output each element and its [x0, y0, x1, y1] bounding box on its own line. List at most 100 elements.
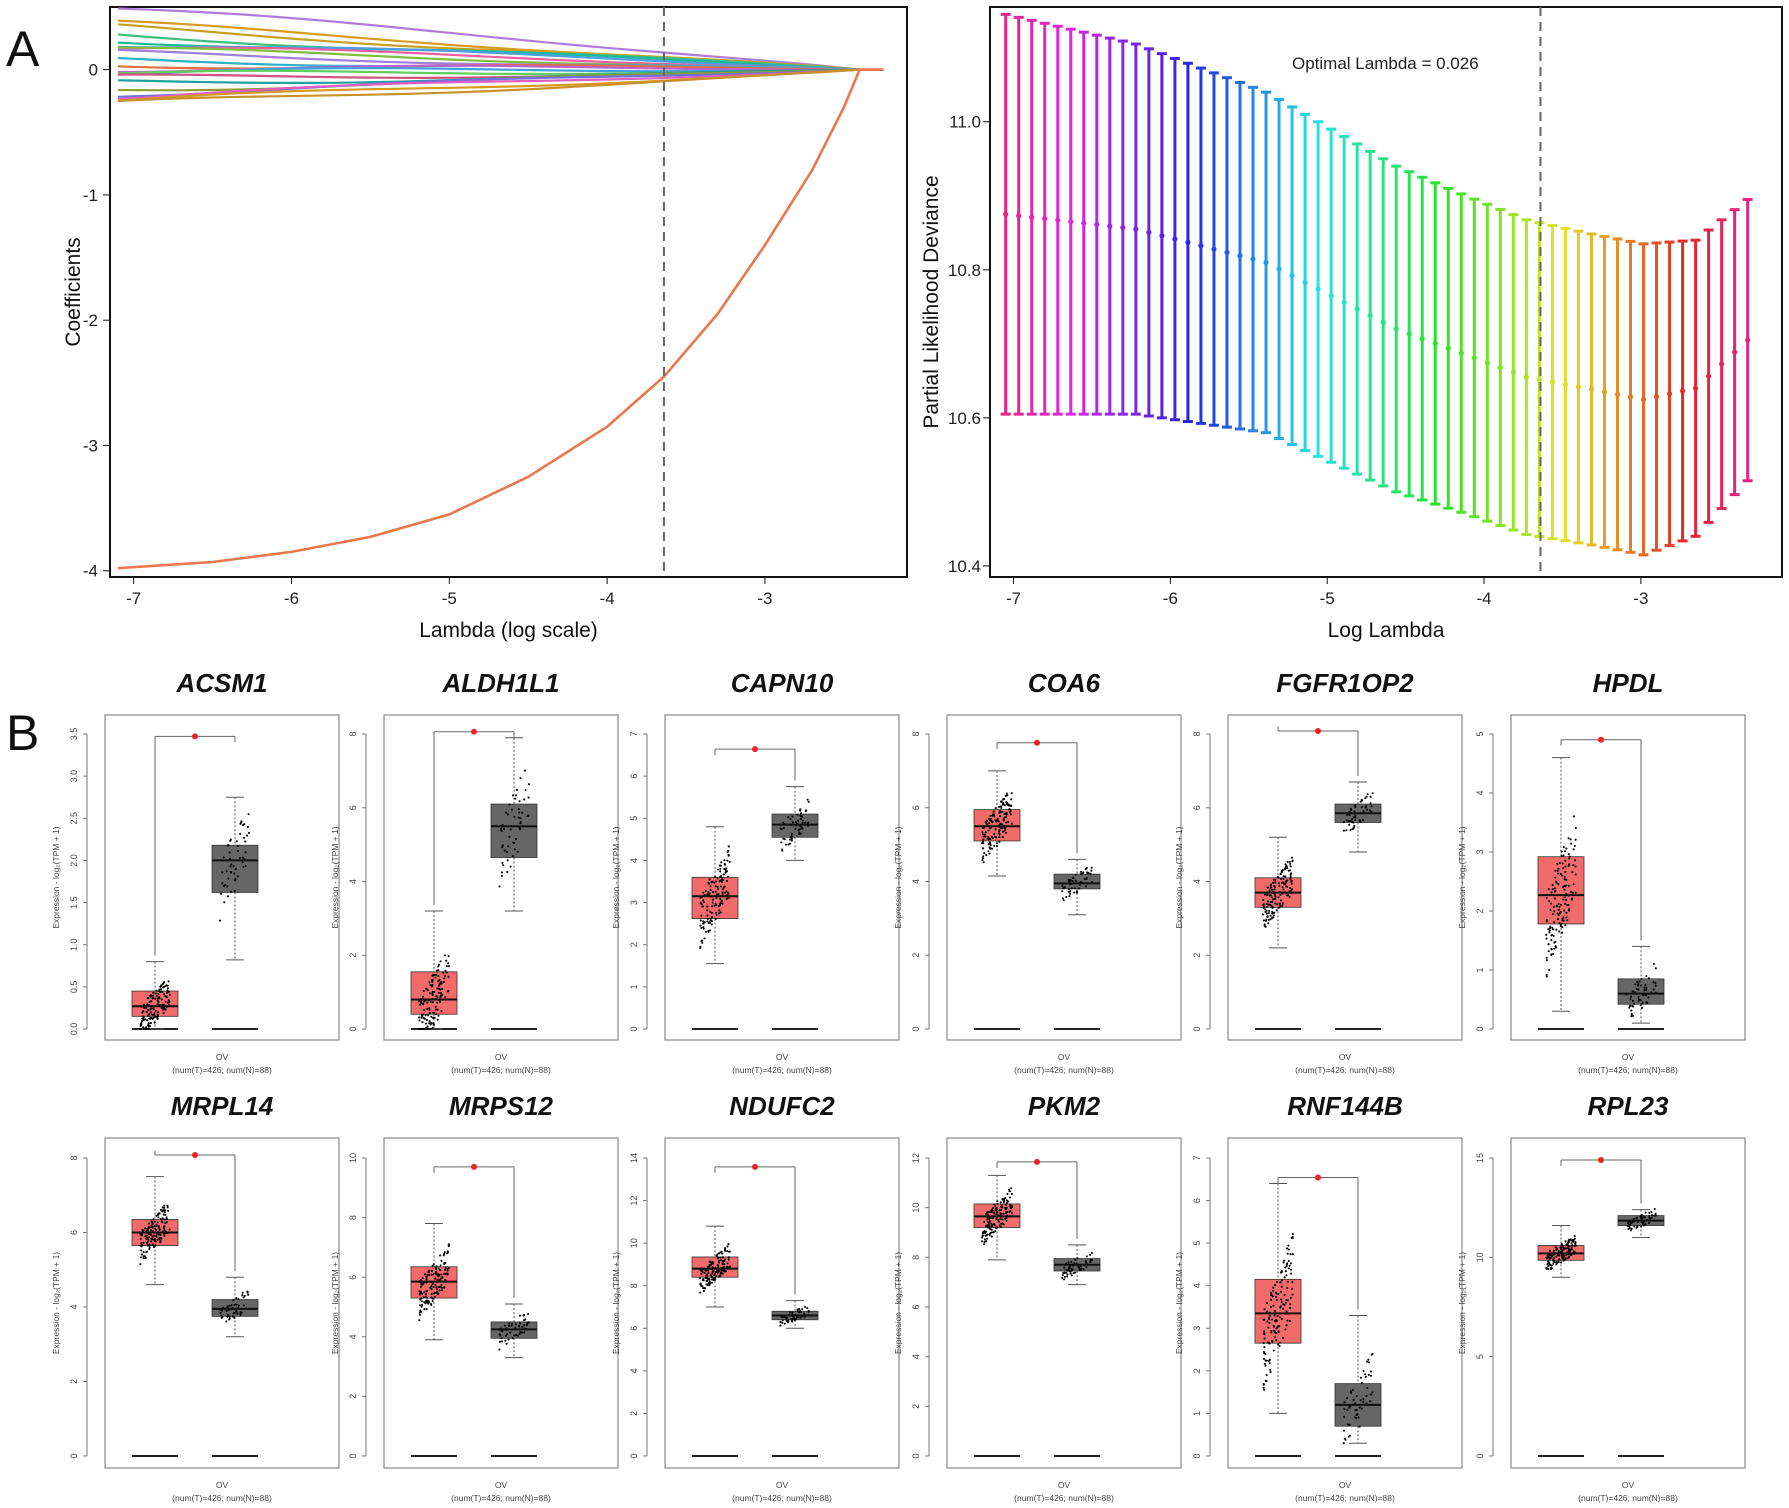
mean-point — [1302, 279, 1308, 285]
normal-point — [801, 1308, 804, 1311]
normal-point — [507, 1338, 510, 1341]
normal-point — [511, 1337, 514, 1340]
tumor-point — [1545, 896, 1548, 900]
tumor-point — [987, 838, 990, 841]
normal-point — [800, 826, 803, 829]
tumor-point — [1551, 926, 1554, 929]
tumor-point — [710, 905, 714, 908]
tumor-point — [981, 1234, 984, 1237]
tumor-point — [1547, 950, 1550, 953]
tumor-point — [1549, 909, 1552, 912]
tumor-point — [708, 1283, 711, 1286]
y-tick-label: 4 — [911, 879, 921, 884]
tumor-point — [151, 1243, 154, 1246]
normal-point — [1637, 1000, 1640, 1003]
tumor-point — [164, 1213, 167, 1216]
normal-point — [235, 1303, 238, 1306]
tumor-point — [712, 1269, 715, 1273]
tumor-point — [1271, 910, 1274, 913]
mean-point — [1120, 224, 1126, 231]
normal-point — [1084, 885, 1088, 888]
tumor-point — [708, 878, 711, 881]
tumor-point — [703, 1271, 706, 1274]
normal-point — [798, 1308, 801, 1311]
normal-point — [806, 798, 809, 801]
mean-point — [1406, 331, 1412, 337]
tumor-points — [417, 954, 450, 1031]
tumor-point — [1556, 862, 1559, 865]
normal-point — [1642, 1224, 1645, 1227]
tumor-point — [1284, 863, 1287, 866]
tumor-point — [721, 1263, 724, 1266]
tumor-point — [703, 937, 706, 940]
tumor-point — [991, 847, 994, 850]
tumor-point — [1560, 1242, 1563, 1246]
tumor-point — [447, 962, 450, 965]
y-axis-title: Expression - log₂(TPM + 1) — [330, 826, 340, 928]
tumor-point — [1567, 837, 1570, 840]
normal-point — [498, 1333, 501, 1336]
normal-point — [1347, 1406, 1351, 1409]
normal-point — [502, 827, 505, 830]
normal-point — [1358, 1406, 1361, 1409]
tumor-point — [1273, 886, 1277, 889]
tumor-point — [420, 1283, 423, 1286]
normal-point — [1651, 1214, 1654, 1217]
normal-point — [1630, 995, 1633, 998]
tumor-point — [1552, 905, 1555, 909]
normal-point — [1342, 1442, 1345, 1445]
normal-point — [1085, 1255, 1088, 1258]
normal-point — [1644, 1211, 1647, 1214]
tumor-point — [154, 997, 157, 1000]
normal-point — [782, 826, 785, 830]
tumor-point — [998, 836, 1001, 839]
tumor-point — [1278, 904, 1282, 907]
y-tick-label: 2 — [911, 953, 921, 958]
tumor-point — [1286, 860, 1289, 863]
tumor-point — [726, 1250, 729, 1253]
tumor-point — [1268, 1321, 1271, 1325]
tumor-point — [161, 991, 164, 994]
tumor-point — [155, 1229, 158, 1232]
tumor-point — [986, 1218, 989, 1221]
tumor-point — [716, 1271, 720, 1274]
tumor-point — [439, 992, 442, 995]
normal-point — [782, 821, 785, 824]
normal-point — [790, 1320, 794, 1323]
y-tick-label: 10 — [1475, 1252, 1485, 1262]
y-tick-label: 8 — [911, 731, 921, 736]
gene-title: FGFR1OP2 — [1276, 668, 1414, 698]
tumor-point — [165, 995, 168, 998]
tumor-point — [1556, 869, 1559, 873]
tumor-point — [436, 1001, 439, 1004]
tumor-point — [429, 1022, 433, 1025]
tumor-point — [1005, 813, 1008, 816]
tumor-point — [1564, 902, 1567, 905]
tumor-point — [713, 881, 716, 884]
tumor-point — [1290, 872, 1293, 875]
mean-point — [1471, 355, 1477, 361]
tumor-point — [425, 1278, 428, 1281]
normal-point — [521, 1326, 524, 1329]
tumor-point — [721, 902, 724, 905]
normal-point — [1343, 1408, 1346, 1411]
normal-point — [796, 1308, 799, 1311]
mean-point — [1510, 369, 1516, 375]
normal-point — [243, 1294, 246, 1297]
normal-point — [1345, 829, 1348, 832]
tumor-point — [167, 980, 170, 983]
tumor-point — [994, 828, 997, 831]
y-tick-label: 2 — [348, 1394, 358, 1399]
sample-size-label: (num(T)=426; num(N)=88) — [451, 1065, 551, 1075]
normal-point — [790, 839, 793, 842]
tumor-point — [156, 1221, 159, 1224]
tumor-point — [1270, 1340, 1274, 1343]
tumor-point — [1284, 875, 1287, 878]
tumor-point — [989, 838, 992, 841]
tumor-point — [153, 1240, 156, 1243]
normal-point — [1358, 1425, 1361, 1428]
normal-point — [1362, 1369, 1365, 1373]
tumor-point — [704, 890, 707, 893]
normal-point — [1349, 828, 1352, 832]
tumor-point — [1562, 854, 1565, 857]
